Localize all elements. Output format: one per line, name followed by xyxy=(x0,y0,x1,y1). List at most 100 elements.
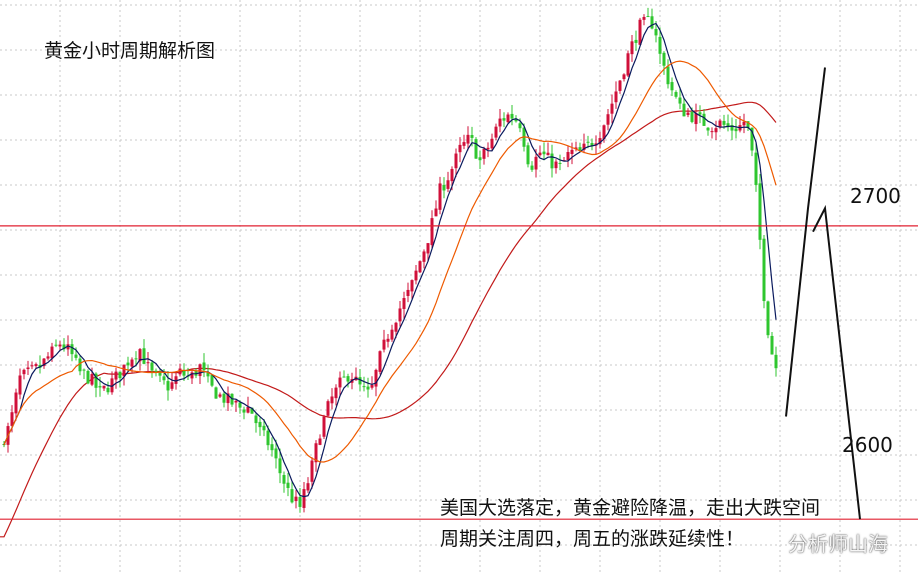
candle-body xyxy=(214,387,218,399)
candle-body xyxy=(542,151,546,155)
candle-body xyxy=(78,358,82,372)
candle-body xyxy=(770,335,774,355)
candle-body xyxy=(190,372,194,379)
candle-body xyxy=(202,362,206,371)
candle-body xyxy=(678,97,682,104)
candle-body xyxy=(506,114,510,123)
candle-body xyxy=(374,369,378,387)
candle-body xyxy=(66,344,70,350)
ma-fast-line xyxy=(3,22,777,498)
candle-body xyxy=(178,368,182,375)
candle-body xyxy=(502,118,506,121)
candle-body xyxy=(26,367,30,370)
candle-body xyxy=(530,165,534,170)
candle-body xyxy=(774,354,778,369)
level-label-2600: 2600 xyxy=(842,433,893,457)
candle-body xyxy=(162,376,166,381)
candle-body xyxy=(426,243,430,254)
candle-body xyxy=(274,448,278,459)
candle-body xyxy=(646,16,650,18)
candle-body xyxy=(246,406,250,413)
candle-body xyxy=(462,142,466,146)
candle-body xyxy=(198,364,202,377)
candle-body xyxy=(758,183,762,240)
candle-body xyxy=(618,80,622,91)
candle-body xyxy=(138,349,142,362)
candle-body xyxy=(614,91,618,103)
candle-body xyxy=(606,114,610,125)
candle-body xyxy=(446,180,450,189)
candle-body xyxy=(134,358,138,360)
candle-body xyxy=(698,112,702,115)
candle-body xyxy=(470,135,474,138)
candles-layer xyxy=(2,7,778,513)
candle-body xyxy=(326,401,330,416)
candle-body xyxy=(422,251,426,262)
candle-body xyxy=(42,358,46,367)
candle-body xyxy=(534,156,538,170)
candle-body xyxy=(158,371,162,376)
candle-body xyxy=(458,144,462,153)
projection-layer xyxy=(785,67,861,520)
candle-body xyxy=(14,392,18,414)
candle-body xyxy=(94,373,98,388)
candle-body xyxy=(378,351,382,372)
candle-body xyxy=(414,270,418,281)
candle-body xyxy=(634,39,638,43)
candle-body xyxy=(310,460,314,482)
candle-body xyxy=(626,53,630,76)
candle-body xyxy=(130,359,134,367)
candle-body xyxy=(514,119,518,122)
candle-body xyxy=(622,74,626,80)
candle-body xyxy=(182,370,186,376)
candle-body xyxy=(170,382,174,389)
candle-body xyxy=(746,121,750,129)
candle-body xyxy=(30,365,34,367)
candle-body xyxy=(478,157,482,161)
candle-body xyxy=(658,36,662,54)
candle-body xyxy=(386,338,390,342)
candle-body xyxy=(166,381,170,391)
candle-body xyxy=(450,168,454,182)
candle-body xyxy=(110,378,114,393)
candle-body xyxy=(662,52,666,66)
candle-body xyxy=(90,374,94,385)
candle-body xyxy=(210,374,214,386)
candle-body xyxy=(582,143,586,150)
ma-slow-layer xyxy=(0,101,777,538)
candle-body xyxy=(242,409,246,413)
level-label-2700: 2700 xyxy=(850,184,901,208)
candle-body xyxy=(710,131,714,133)
candle-body xyxy=(346,376,350,382)
candle-body xyxy=(54,344,58,346)
candle-body xyxy=(250,407,254,414)
candle-body xyxy=(654,28,658,36)
ma-slow-line xyxy=(0,101,777,538)
candle-body xyxy=(234,400,238,403)
candle-body xyxy=(538,152,542,156)
candle-body xyxy=(82,369,86,371)
candle-body xyxy=(442,184,446,191)
candle-body xyxy=(278,458,282,474)
candle-body xyxy=(334,387,338,399)
candle-body xyxy=(46,356,50,359)
candle-body xyxy=(734,128,738,132)
candle-body xyxy=(418,261,422,273)
ma-layer xyxy=(3,22,777,498)
candle-body xyxy=(154,370,158,373)
candle-body xyxy=(590,143,594,146)
candle-body xyxy=(410,280,414,292)
candle-body xyxy=(702,113,706,126)
candle-body xyxy=(398,308,402,322)
candle-body xyxy=(742,121,746,126)
candle-body xyxy=(318,438,322,445)
candle-body xyxy=(314,443,318,463)
candle-body xyxy=(294,496,298,502)
candle-body xyxy=(406,289,410,296)
candle-body xyxy=(518,123,522,129)
candle-body xyxy=(102,385,106,389)
candle-body xyxy=(638,19,642,45)
candle-body xyxy=(266,430,270,446)
candle-body xyxy=(718,120,722,127)
